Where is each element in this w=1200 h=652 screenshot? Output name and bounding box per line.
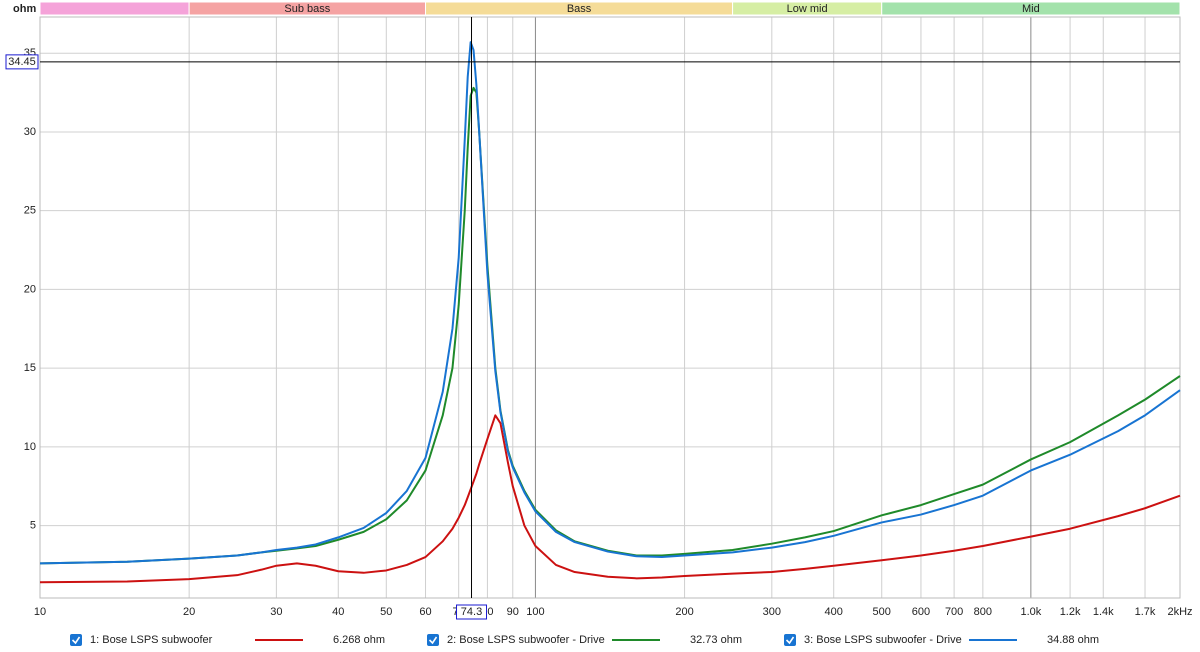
x-tick-label: 60 <box>419 606 431 618</box>
legend-readout: 6.268 ohm <box>333 634 385 646</box>
y-tick-label: 25 <box>24 205 36 217</box>
x-tick-label: 2kHz <box>1167 606 1192 618</box>
x-tick-label: 90 <box>507 606 519 618</box>
plot-frame <box>39 16 1181 599</box>
x-tick-label: 1.2k <box>1060 606 1081 618</box>
cursor-box <box>5 54 39 70</box>
cursor-box <box>456 604 488 620</box>
series-line <box>39 41 1181 565</box>
legend-checkbox[interactable] <box>784 634 796 646</box>
legend-readout: 34.88 ohm <box>1047 634 1099 646</box>
band <box>39 1 190 16</box>
cursor-y-label: 34.45 <box>8 56 36 68</box>
cursor-x-label: 74.3 <box>461 606 482 618</box>
legend-check <box>71 636 81 645</box>
series-line <box>39 414 1181 584</box>
band-label: Sub bass <box>284 3 330 15</box>
legend-name: 3: Bose LSPS subwoofer - Drive <box>804 634 962 646</box>
band-label: Low mid <box>787 3 828 15</box>
x-tick-label: 400 <box>825 606 843 618</box>
y-tick-label: 20 <box>24 283 36 295</box>
legend-checkbox[interactable] <box>70 634 82 646</box>
legend-name: 1: Bose LSPS subwoofer <box>90 634 213 646</box>
x-tick-label: 100 <box>526 606 544 618</box>
y-axis-label: ohm <box>13 3 36 15</box>
legend-name: 2: Bose LSPS subwoofer - Drive <box>447 634 605 646</box>
legend-checkbox[interactable] <box>427 634 439 646</box>
x-tick-label: 30 <box>270 606 282 618</box>
x-tick-label: 10 <box>34 606 46 618</box>
x-tick-label: 500 <box>873 606 891 618</box>
legend-check <box>785 636 795 645</box>
y-tick-label: 30 <box>24 126 36 138</box>
y-tick-label: 15 <box>24 362 36 374</box>
y-tick-label: 5 <box>30 519 36 531</box>
x-tick-label: 300 <box>763 606 781 618</box>
band-label: Bass <box>567 3 592 15</box>
x-tick-label: 50 <box>380 606 392 618</box>
x-tick-label: 20 <box>183 606 195 618</box>
band <box>881 1 1181 16</box>
x-tick-label: 1.4k <box>1093 606 1114 618</box>
x-tick-label: 700 <box>945 606 963 618</box>
x-tick-label: 1.0k <box>1020 606 1041 618</box>
y-tick-label: 10 <box>24 441 36 453</box>
band-label: Mid <box>1022 3 1040 15</box>
x-tick-label: 800 <box>974 606 992 618</box>
x-tick-label: 40 <box>332 606 344 618</box>
series-line <box>39 86 1181 565</box>
x-tick-label: 1.7k <box>1135 606 1156 618</box>
x-tick-label: 600 <box>912 606 930 618</box>
x-tick-label: 200 <box>675 606 693 618</box>
legend-readout: 32.73 ohm <box>690 634 742 646</box>
legend-check <box>428 636 438 645</box>
